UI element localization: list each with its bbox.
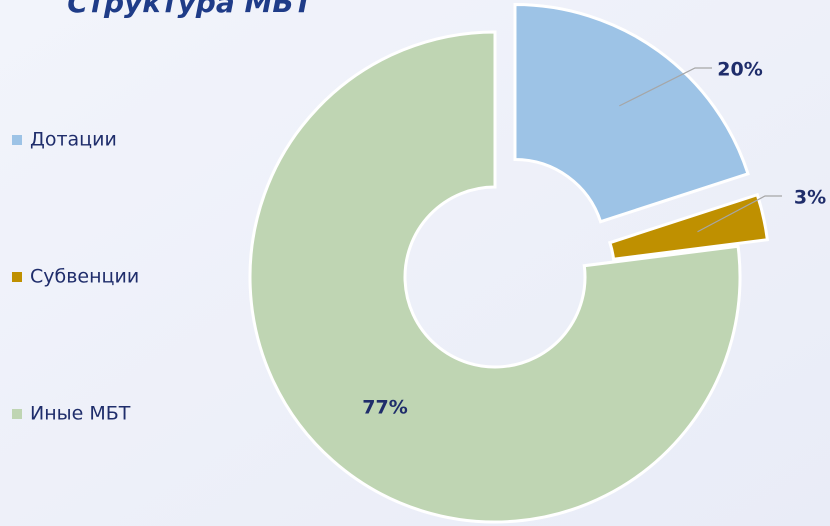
donut-slice bbox=[607, 192, 770, 261]
legend-swatch bbox=[12, 272, 22, 282]
leader-line bbox=[697, 195, 782, 233]
leader-line bbox=[619, 67, 712, 107]
labels: 20% 3% 77% bbox=[362, 59, 826, 419]
slices bbox=[248, 2, 770, 524]
data-label: 3% bbox=[794, 187, 826, 209]
data-label: 20% bbox=[717, 59, 762, 81]
legend-label: Дотации bbox=[30, 129, 117, 151]
data-label: 77% bbox=[362, 397, 407, 419]
legend-label: Иные МБТ bbox=[30, 403, 131, 425]
legend-label: Субвенции bbox=[30, 266, 139, 288]
legend-swatch bbox=[12, 135, 22, 145]
donut-slice bbox=[248, 30, 742, 524]
chart-title: Структура МБТ bbox=[67, 0, 314, 19]
legend-swatch bbox=[12, 409, 22, 419]
donut-slice bbox=[513, 2, 750, 224]
